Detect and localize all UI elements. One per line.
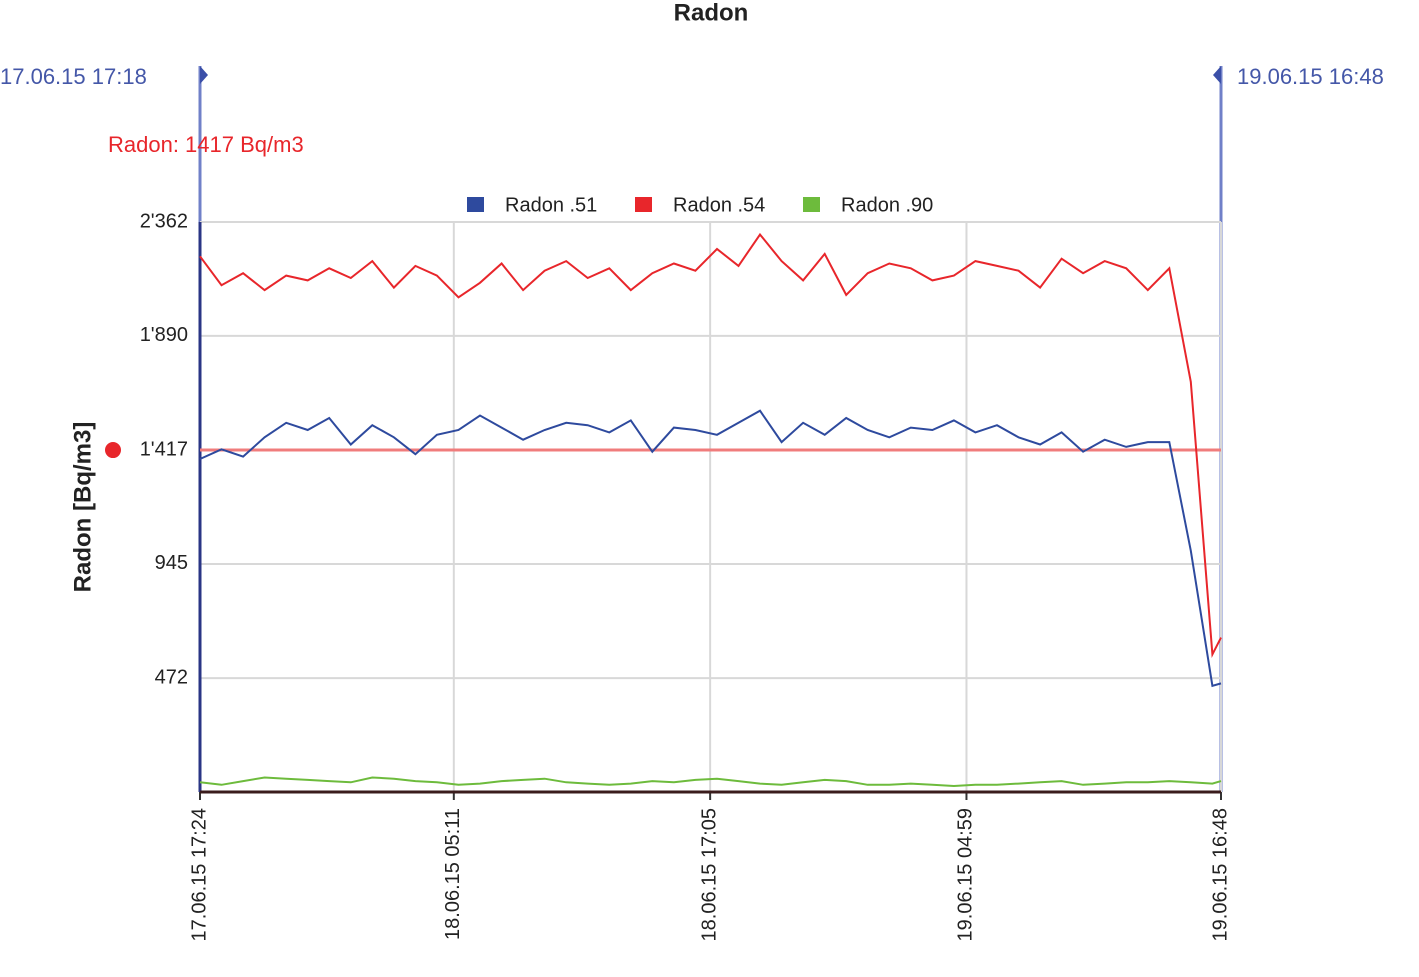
legend-label: Radon .90 <box>841 194 933 216</box>
x-tick-label: 18.06.15 17:05 <box>698 808 720 941</box>
legend-swatch <box>635 197 652 212</box>
y-tick-label: 472 <box>155 666 188 688</box>
legend-label: Radon .54 <box>673 194 765 216</box>
series-line <box>199 232 1222 658</box>
x-tick-label: 18.06.15 05:11 <box>442 808 464 940</box>
cursor-label: 19.06.15 16:48 <box>1237 64 1384 89</box>
y-axis-label: Radon [Bq/m3] <box>69 422 96 593</box>
chart-title: Radon <box>674 0 749 26</box>
y-tick-label: 1'890 <box>140 324 188 346</box>
x-tick-label: 17.06.15 17:24 <box>188 808 210 941</box>
cursor-handle[interactable] <box>1213 66 1221 84</box>
x-tick-label: 19.06.15 04:59 <box>955 808 977 941</box>
x-tick-label: 19.06.15 16:48 <box>1209 808 1231 941</box>
series-line <box>199 409 1222 688</box>
series-line <box>199 776 1222 788</box>
legend-label: Radon .51 <box>505 194 597 216</box>
legend-swatch <box>803 197 820 212</box>
y-tick-label: 1'417 <box>140 438 188 460</box>
cursor-handle[interactable] <box>200 66 208 84</box>
y-tick-label: 945 <box>155 552 188 574</box>
legend-swatch <box>467 197 484 212</box>
y-tick-label: 2'362 <box>140 210 188 232</box>
annotation-marker <box>105 442 121 459</box>
cursor-label: 17.06.15 17:18 <box>0 64 147 89</box>
annotation-label: Radon: 1417 Bq/m3 <box>108 132 304 157</box>
